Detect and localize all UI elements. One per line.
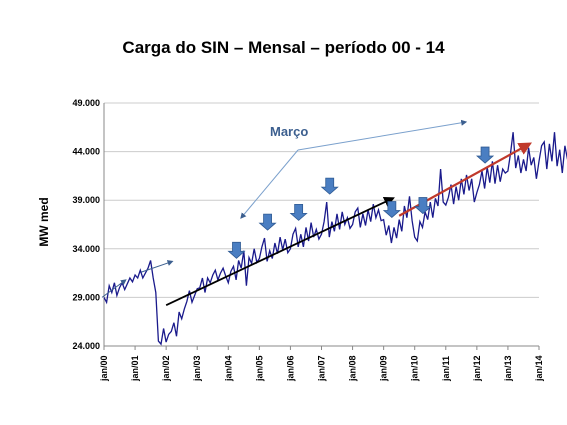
x-tick-label: jan/05 (254, 355, 264, 382)
label-arrow-right (297, 119, 468, 151)
x-tick-label: jan/07 (317, 355, 327, 382)
x-tick-label: jan/01 (130, 355, 140, 382)
x-tick-label: jan/09 (379, 355, 389, 382)
march-marker-arrow (476, 146, 495, 164)
march-marker-arrow (258, 213, 277, 231)
x-tick-label: jan/13 (503, 355, 513, 382)
start-arrow-2 (141, 260, 174, 273)
march-marker-arrow (413, 197, 432, 215)
x-tick-label: jan/12 (472, 355, 482, 382)
chart-title: Carga do SIN – Mensal – período 00 - 14 (122, 38, 445, 57)
y-tick-label: 49.000 (72, 98, 100, 108)
x-tick-label: jan/10 (410, 355, 420, 382)
march-marker-arrow (382, 201, 401, 219)
start-arrow-1 (101, 279, 127, 298)
annotation-label: Março (270, 124, 308, 139)
x-tick-label: jan/08 (348, 355, 358, 382)
y-tick-label: 29.000 (72, 292, 100, 302)
label-arrow-left (240, 149, 299, 219)
y-tick-label: 34.000 (72, 244, 100, 254)
series-line (103, 132, 567, 346)
x-tick-label: jan/14 (534, 355, 544, 382)
march-marker-arrow (320, 177, 339, 195)
march-marker-arrow (227, 241, 246, 259)
y-tick-label: 24.000 (72, 341, 100, 351)
x-tick-label: jan/06 (285, 355, 295, 382)
x-tick-label: jan/02 (161, 355, 171, 382)
march-marker-arrow (289, 203, 308, 221)
x-tick-label: jan/11 (441, 356, 451, 382)
x-tick-label: jan/00 (99, 355, 109, 382)
y-axis-label: MW med (37, 197, 51, 246)
trend-line-black (165, 197, 395, 306)
x-tick-label: jan/03 (192, 355, 202, 382)
y-tick-label: 44.000 (72, 147, 100, 157)
y-tick-label: 39.000 (72, 195, 100, 205)
x-tick-label: jan/04 (223, 355, 233, 382)
